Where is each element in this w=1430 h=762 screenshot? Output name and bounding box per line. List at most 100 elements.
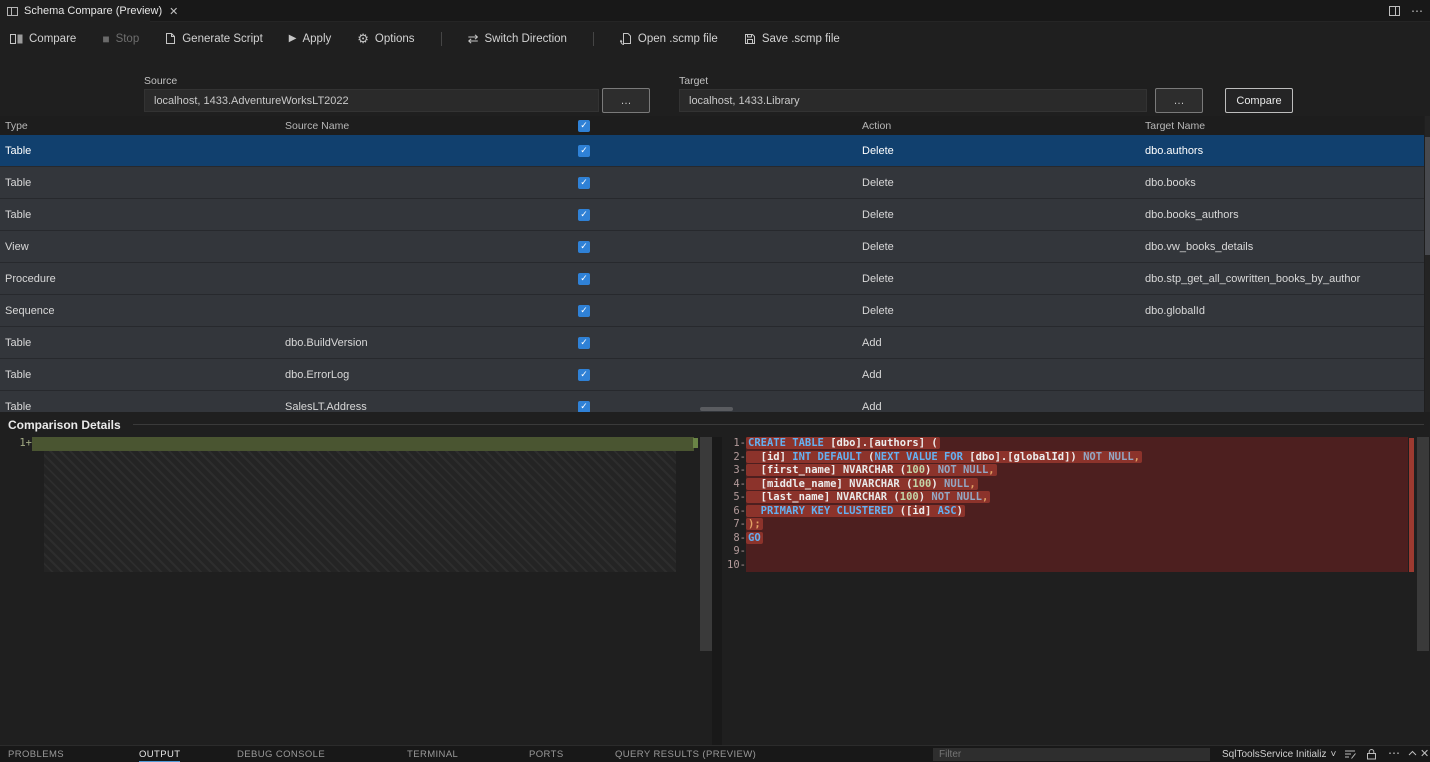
include-checkbox[interactable]: ✓ <box>578 400 590 412</box>
line-number: 3- <box>733 464 746 476</box>
toolbar-separator <box>440 31 442 46</box>
cell-type: Table <box>5 368 32 381</box>
schema-diff-row[interactable]: Table ✓ Delete dbo.books_authors <box>0 199 1424 231</box>
column-header-source-name[interactable]: Source Name <box>285 119 350 132</box>
include-checkbox[interactable]: ✓ <box>578 272 590 285</box>
output-channel-select[interactable]: SqlToolsService Initializ ˅ <box>1222 749 1337 760</box>
stop-icon: ■ <box>102 31 110 46</box>
cell-target-name: dbo.books_authors <box>1145 208 1239 221</box>
schema-diff-row[interactable]: Table dbo.ErrorLog ✓ Add <box>0 359 1424 391</box>
diff-target-pane[interactable]: 1- CREATE TABLE [dbo].[authors] (2- [id] … <box>722 437 1430 745</box>
options-button[interactable]: ⚙ Options <box>357 31 415 46</box>
schema-diff-row[interactable]: Sequence ✓ Delete dbo.globalId <box>0 295 1424 327</box>
grid-horizontal-scrollbar-thumb[interactable] <box>700 407 733 411</box>
schema-diff-row[interactable]: Procedure ✓ Delete dbo.stp_get_all_cowritte… <box>0 263 1424 295</box>
cell-type: Table <box>5 144 32 157</box>
cell-include: ✓ <box>578 336 862 349</box>
tab-schema-compare[interactable]: Schema Compare (Preview) ✕ <box>0 0 178 22</box>
panel-tab-debug-console[interactable]: DEBUG CONSOLE <box>237 749 326 760</box>
include-checkbox[interactable]: ✓ <box>578 368 590 381</box>
toolbar-separator <box>592 31 594 46</box>
schema-diff-row[interactable]: Table dbo.BuildVersion ✓ Add <box>0 327 1424 359</box>
target-pane-scrollbar-thumb[interactable] <box>1417 437 1429 651</box>
schema-diff-row[interactable]: View ✓ Delete dbo.vw_books_details <box>0 231 1424 263</box>
maximize-panel-icon[interactable] <box>1407 748 1418 758</box>
column-header-type[interactable]: Type <box>5 119 28 132</box>
open-file-icon <box>619 33 631 45</box>
panel-tab-terminal[interactable]: TERMINAL <box>407 749 459 760</box>
cell-include: ✓ <box>578 176 862 189</box>
editor-more-actions-icon[interactable]: ⋯ <box>1411 4 1424 18</box>
include-checkbox[interactable]: ✓ <box>578 336 590 349</box>
column-header-target-name[interactable]: Target Name <box>1145 119 1206 132</box>
line-number: 10- <box>727 558 746 571</box>
include-checkbox[interactable]: ✓ <box>578 176 590 189</box>
cell-type: View <box>5 240 29 253</box>
select-all-checkbox[interactable]: ✓ <box>578 119 590 132</box>
diff-filler-hatch <box>44 450 676 572</box>
include-checkbox[interactable]: ✓ <box>578 304 590 317</box>
target-label: Target <box>679 75 709 87</box>
panel-tab-output[interactable]: OUTPUT <box>139 749 181 762</box>
schema-diff-row[interactable]: Table ✓ Delete dbo.books <box>0 167 1424 199</box>
lock-scrolling-icon[interactable] <box>1366 748 1377 760</box>
clear-output-icon[interactable] <box>1344 748 1356 760</box>
comparison-diff-view: 1+ 1- CREATE TABLE [dbo].[authors] (2- [i… <box>0 437 1430 745</box>
stop-button[interactable]: ■ Stop <box>102 31 140 46</box>
comparison-details-header: Comparison Details <box>0 412 1430 437</box>
target-input[interactable] <box>679 89 1147 112</box>
overview-ruler-added-mark <box>693 438 698 448</box>
grid-rows: Table ✓ Delete dbo.authors Table ✓ Delete dbo.b… <box>0 135 1424 412</box>
grid-scrollbar-thumb[interactable] <box>1425 137 1430 255</box>
diff-source-pane[interactable]: 1+ <box>12 437 712 745</box>
include-checkbox[interactable]: ✓ <box>578 144 590 157</box>
panel-more-actions-icon[interactable]: ⋯ <box>1388 746 1401 760</box>
apply-button[interactable]: ▶ Apply <box>288 32 332 45</box>
diff-line: 3- [first_name] NVARCHAR (100) NOT NULL, <box>722 464 1430 478</box>
diff-line: 1- CREATE TABLE [dbo].[authors] ( <box>722 437 1430 451</box>
source-pane-scrollbar-thumb[interactable] <box>700 437 712 651</box>
line-number: 5- <box>733 491 746 503</box>
schema-diff-grid: Type Source Name ✓ Action Target Name Ta… <box>0 116 1424 412</box>
include-checkbox[interactable]: ✓ <box>578 208 590 221</box>
cell-include: ✓ <box>578 400 862 412</box>
diff-line: 2- [id] INT DEFAULT (NEXT VALUE FOR [dbo… <box>722 450 1430 464</box>
output-filter-input[interactable] <box>933 748 1210 761</box>
include-checkbox[interactable]: ✓ <box>578 240 590 253</box>
open-scmp-button[interactable]: Open .scmp file <box>619 32 718 45</box>
cell-type: Table <box>5 336 32 349</box>
target-browse-button[interactable]: … <box>1155 88 1203 113</box>
tab-title: Schema Compare (Preview) <box>24 5 163 17</box>
diff-line: 1+ <box>12 437 712 451</box>
split-editor-icon[interactable] <box>1389 6 1400 16</box>
cell-include: ✓ <box>578 368 862 381</box>
cell-action: Add <box>862 400 882 413</box>
cell-action: Delete <box>862 240 894 253</box>
grid-scrollbar-track[interactable] <box>1425 116 1430 412</box>
compare-toolbar-button[interactable]: Compare <box>10 33 76 45</box>
cell-include: ✓ <box>578 240 862 253</box>
cell-target-name: dbo.globalId <box>1145 304 1205 317</box>
overview-ruler-deleted-mark <box>1409 438 1414 572</box>
close-panel-icon[interactable]: ✕ <box>1420 748 1430 760</box>
generate-script-button[interactable]: Generate Script <box>165 32 263 45</box>
cell-action: Delete <box>862 144 894 157</box>
schema-diff-row[interactable]: Table ✓ Delete dbo.authors <box>0 135 1424 167</box>
cell-target-name: dbo.stp_get_all_cowritten_books_by_autho… <box>1145 272 1361 285</box>
diff-pane-divider[interactable] <box>712 437 722 745</box>
cell-type: Table <box>5 176 32 189</box>
source-browse-button[interactable]: … <box>602 88 650 113</box>
cell-source-name: SalesLT.Address <box>285 400 367 413</box>
compare-button[interactable]: Compare <box>1225 88 1293 113</box>
schema-diff-row[interactable]: Table SalesLT.Address ✓ Add <box>0 391 1424 412</box>
cell-action: Add <box>862 336 882 349</box>
panel-tab-problems[interactable]: PROBLEMS <box>8 749 64 760</box>
switch-direction-button[interactable]: ⇄ Switch Direction <box>467 31 567 46</box>
panel-tab-query-results[interactable]: QUERY RESULTS (PREVIEW) <box>615 749 757 760</box>
tab-close-icon[interactable]: ✕ <box>169 5 179 18</box>
panel-tab-ports[interactable]: PORTS <box>529 749 564 760</box>
source-input[interactable] <box>144 89 599 112</box>
save-scmp-button[interactable]: Save .scmp file <box>744 33 840 45</box>
column-header-action[interactable]: Action <box>862 119 892 132</box>
